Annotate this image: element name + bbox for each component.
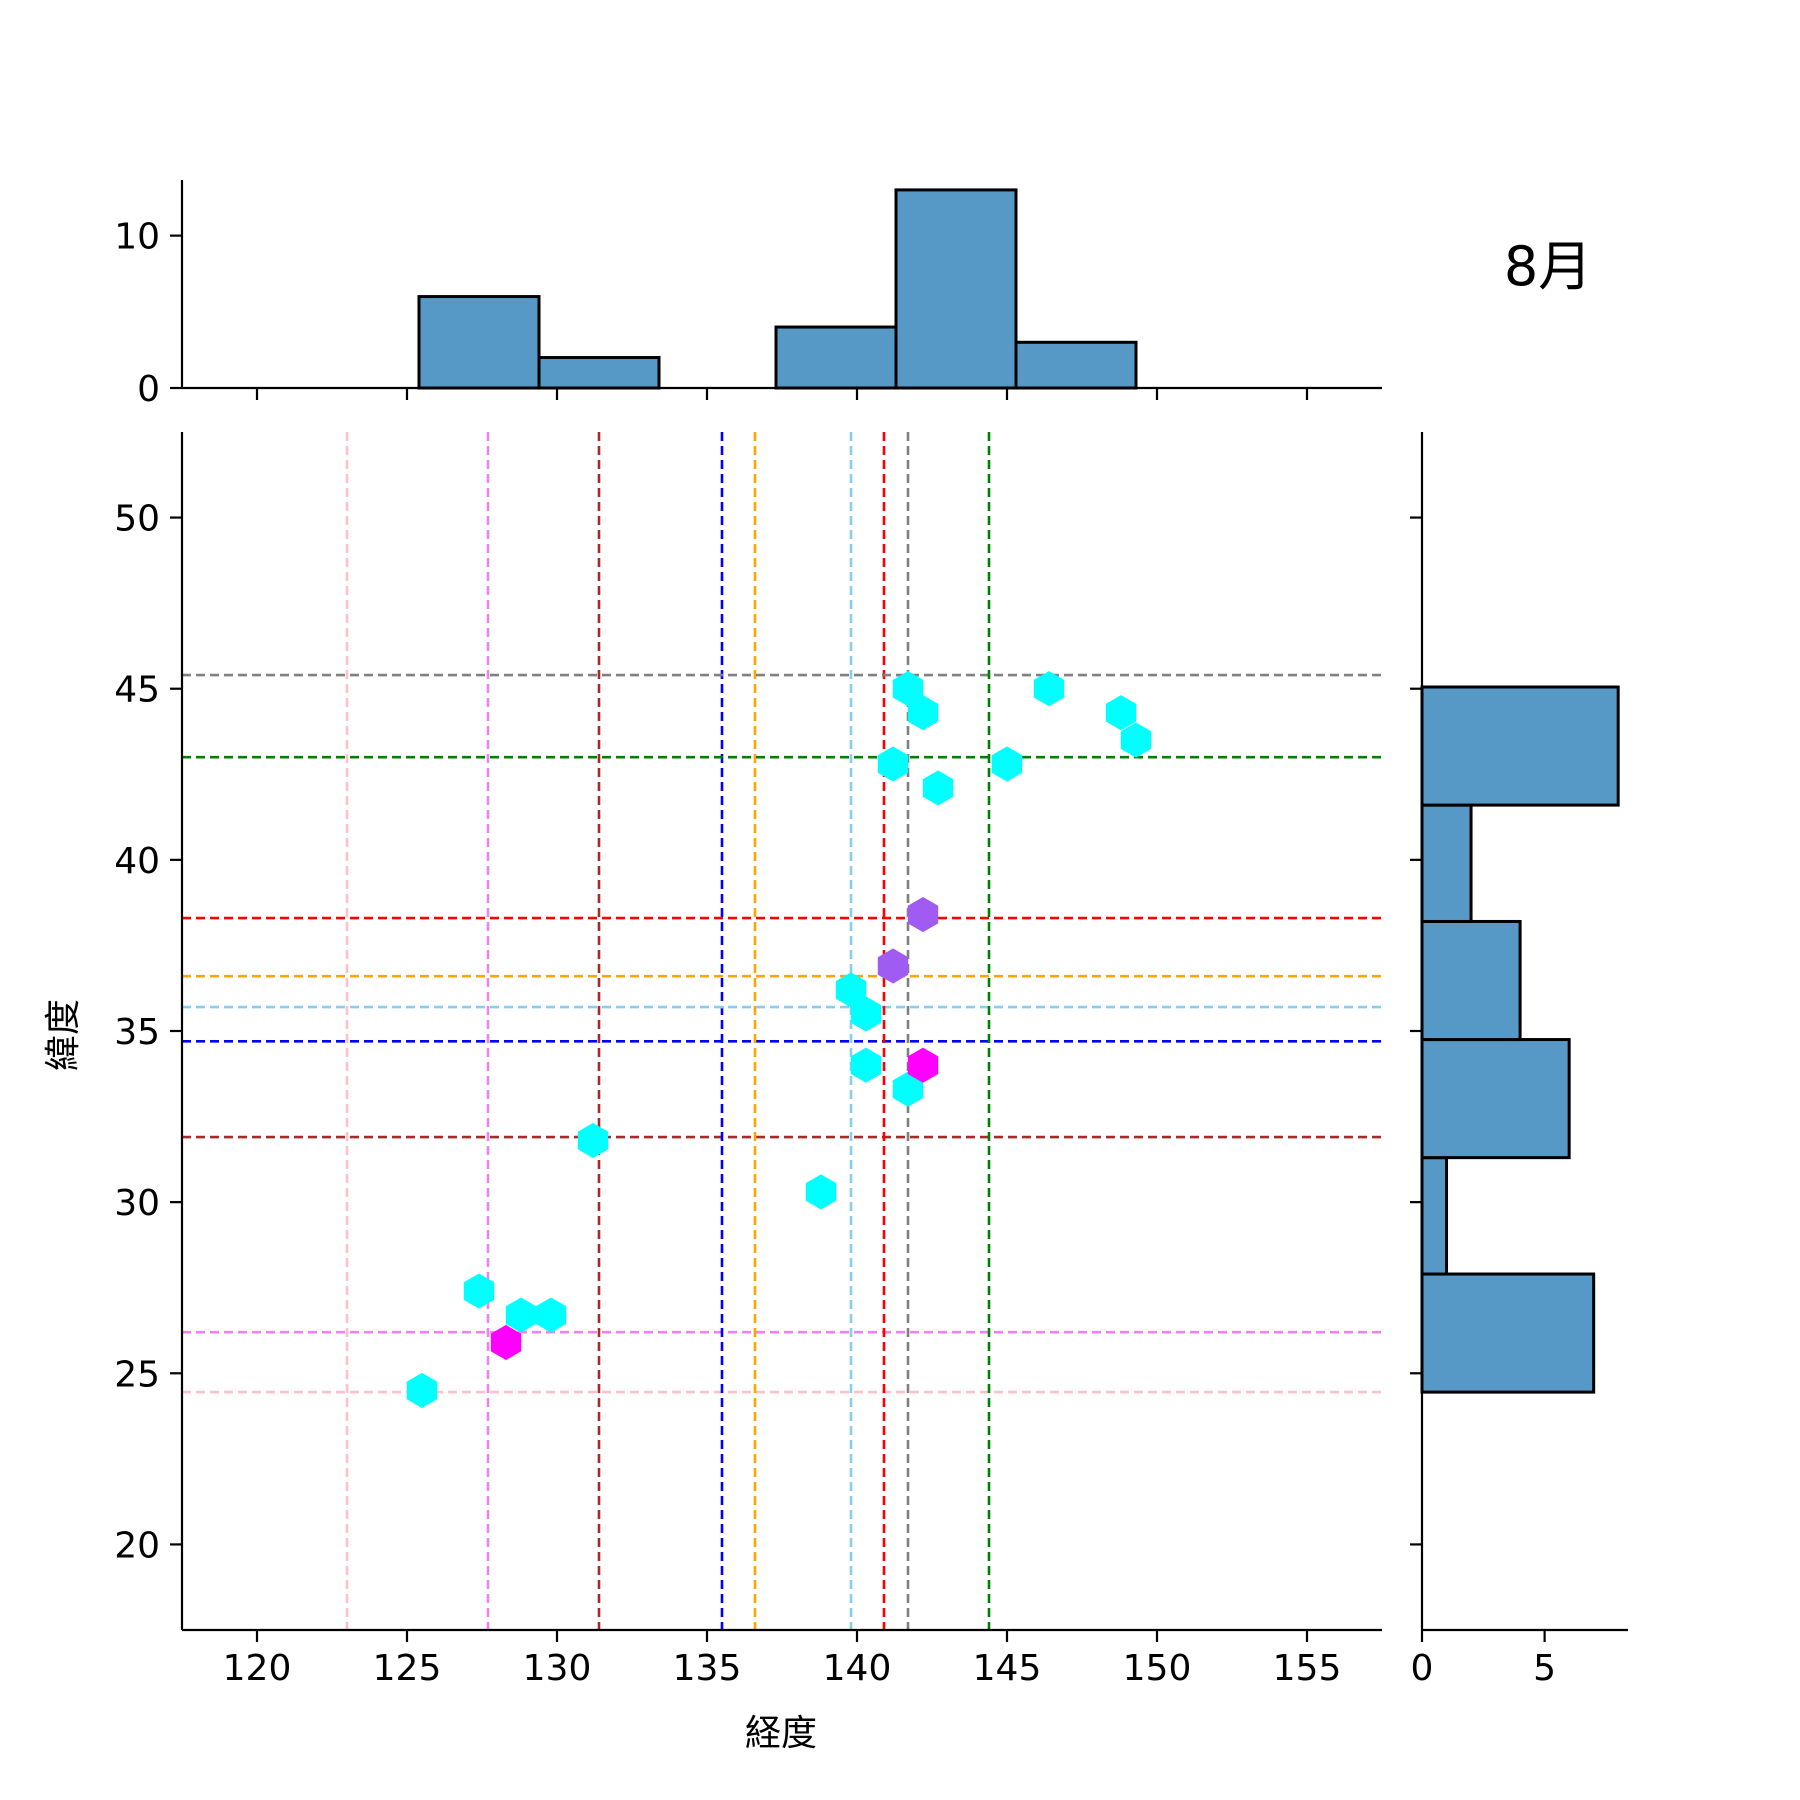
hexbin-0 xyxy=(406,1372,438,1408)
hexbin-6 xyxy=(805,1174,837,1210)
top-hist-bar-0 xyxy=(417,295,541,390)
hexbin-21 xyxy=(1120,722,1152,758)
y-tick-label-35: 35 xyxy=(114,1012,160,1053)
right-hist-bar-1 xyxy=(1420,1156,1449,1276)
x-tick-label-145: 145 xyxy=(973,1648,1042,1689)
y-axis-label: 緯度 xyxy=(43,999,84,1071)
hexbin-4 xyxy=(535,1297,567,1333)
right-hist-bar-0 xyxy=(1420,1272,1596,1394)
hexbin-10 xyxy=(877,948,909,984)
y-tick-label-50: 50 xyxy=(114,499,160,540)
y-tick-label-20: 20 xyxy=(114,1525,160,1566)
hexbin-8 xyxy=(850,996,882,1032)
y-tick-label-25: 25 xyxy=(114,1354,160,1395)
hexbin-20 xyxy=(1105,695,1137,731)
hexbin-17 xyxy=(922,770,954,806)
chart-title: 8月 xyxy=(1504,235,1592,298)
x-tick-label-120: 120 xyxy=(223,1648,292,1689)
right-hist-bar-2 xyxy=(1420,1038,1571,1160)
x-tick-label-140: 140 xyxy=(823,1648,892,1689)
x-tick-label-155: 155 xyxy=(1273,1648,1342,1689)
hexbin-3 xyxy=(505,1297,537,1333)
x-axis-label: 経度 xyxy=(745,1713,817,1754)
y-tick-label-40: 40 xyxy=(114,841,160,882)
right-hist-x-tick-label-5: 5 xyxy=(1533,1648,1556,1689)
hexbin-15 xyxy=(907,1047,939,1083)
hexbin-5 xyxy=(577,1122,609,1159)
x-tick-label-150: 150 xyxy=(1123,1648,1192,1689)
hexbin-1 xyxy=(463,1273,495,1309)
right-hist-x-tick-label-0: 0 xyxy=(1411,1648,1434,1689)
hexbin-14 xyxy=(907,897,939,933)
y-tick-label-45: 45 xyxy=(114,670,160,711)
right-hist-bar-5 xyxy=(1420,685,1620,807)
hexbin-9 xyxy=(850,1047,882,1083)
x-tick-label-135: 135 xyxy=(673,1648,742,1689)
hexbin-16 xyxy=(907,695,939,731)
right-hist-bar-4 xyxy=(1420,803,1473,923)
top-hist-bar-1 xyxy=(537,356,661,390)
y-tick-label-30: 30 xyxy=(114,1183,160,1224)
top-hist-y-tick-label-10: 10 xyxy=(114,217,160,258)
top-hist-bar-3 xyxy=(774,325,898,390)
x-tick-label-130: 130 xyxy=(523,1648,592,1689)
main-plot: 120 125 130 135 140 145 150 155 20 25 30 35 40 45 50 xyxy=(114,432,1382,1689)
top-hist-bar-4 xyxy=(894,188,1018,390)
top-hist-y-tick-label-0: 0 xyxy=(137,369,160,410)
hexbin-11 xyxy=(877,746,909,782)
hexbin-19 xyxy=(1033,671,1065,707)
x-tick-label-125: 125 xyxy=(373,1648,442,1689)
hexbin-18 xyxy=(991,746,1023,782)
top-hist-bar-5 xyxy=(1014,340,1138,390)
hexbin-2 xyxy=(490,1324,522,1361)
top-histogram: 0 10 xyxy=(114,180,1382,410)
right-hist-bar-3 xyxy=(1420,919,1522,1042)
